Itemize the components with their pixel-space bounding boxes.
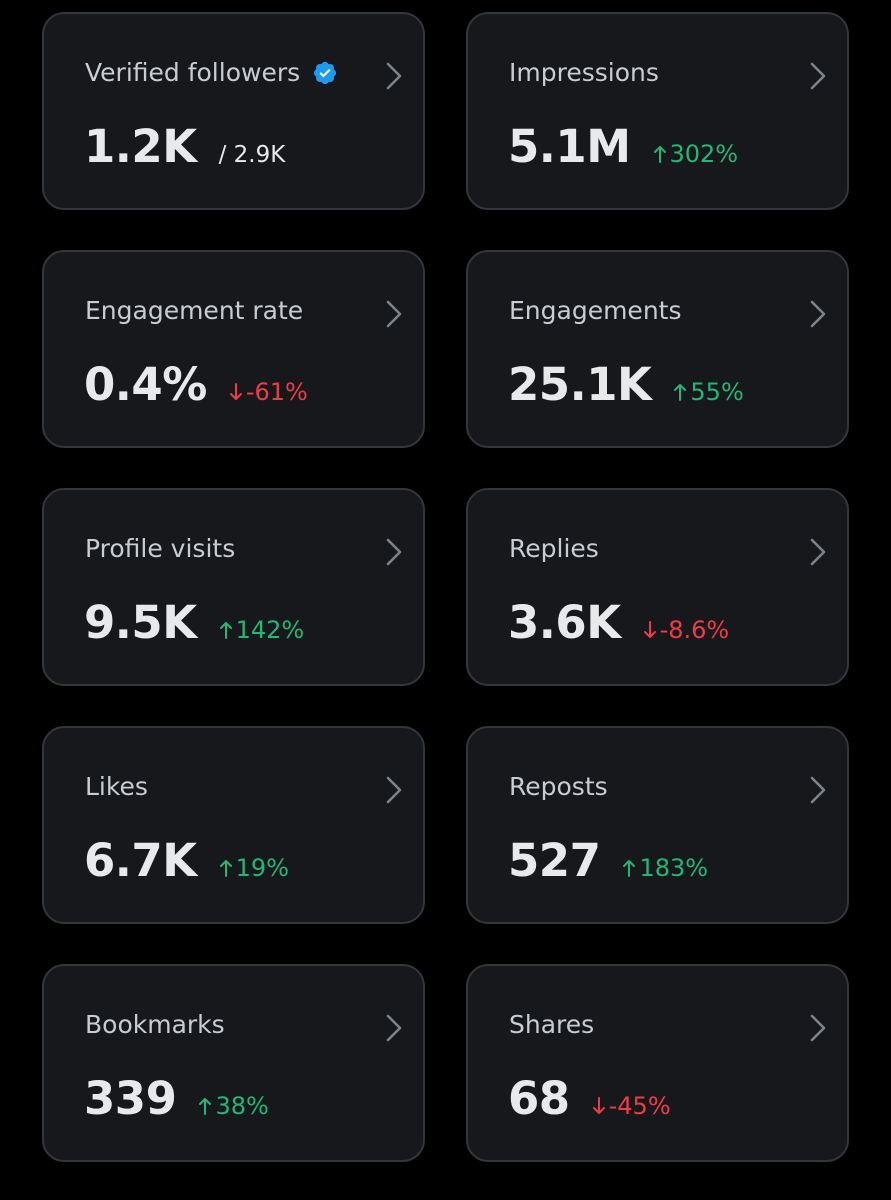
metric-card-engagement-rate[interactable]: Engagement rate 0.4% -61% [42,250,425,448]
metric-value: 25.1K [508,358,652,411]
metric-value: 6.7K [84,834,197,887]
metric-label: Engagements [509,296,682,325]
arrow-up-icon [219,860,232,877]
metric-delta-value: 183% [639,854,709,882]
metric-label-text: Verified followers [85,58,301,87]
metric-value: 3.6K [508,596,621,649]
arrow-up-icon [199,1098,212,1115]
metric-label: Bookmarks [85,1010,225,1039]
metric-card-replies[interactable]: Replies 3.6K -8.6% [466,488,849,686]
chevron-right-icon [386,300,402,328]
metric-value: 339 [84,1072,177,1125]
metric-delta: 19% [219,854,289,882]
chevron-right-icon [810,62,826,90]
metric-value-row: 3.6K -8.6% [508,596,729,649]
metric-delta: 38% [198,1092,269,1120]
metric-value-row: 1.2K / 2.9K [84,120,285,173]
metric-card-profile-visits[interactable]: Profile visits 9.5K 142% [42,488,425,686]
analytics-grid: Verified followers 1.2K / 2.9K Impressio… [42,12,849,1162]
metric-value-row: 527 183% [508,834,708,887]
metric-delta: -8.6% [643,616,730,644]
metric-delta-value: -45% [608,1092,671,1120]
metric-value-row: 5.1M 302% [508,120,738,173]
arrow-up-icon [674,384,687,401]
metric-label-text: Shares [509,1010,595,1039]
metric-label-text: Reposts [509,772,608,801]
metric-label-text: Likes [85,772,148,801]
metric-label-text: Bookmarks [85,1010,225,1039]
metric-delta: -45% [592,1092,671,1120]
arrow-down-icon [592,1097,605,1114]
metric-value-row: 0.4% -61% [84,358,308,411]
metric-value-row: 68 -45% [508,1072,671,1125]
chevron-right-icon [386,1014,402,1042]
metric-label: Likes [85,772,148,801]
metric-delta-value: -61% [245,378,308,406]
metric-delta: 302% [653,140,739,168]
metric-value: 9.5K [84,596,197,649]
metric-card-shares[interactable]: Shares 68 -45% [466,964,849,1162]
metric-value-row: 6.7K 19% [84,834,289,887]
metric-value-row: 25.1K 55% [508,358,744,411]
metric-label-text: Replies [509,534,599,563]
metric-value-row: 9.5K 142% [84,596,304,649]
metric-delta: -61% [229,378,308,406]
metric-delta: 55% [673,378,744,406]
metric-label: Reposts [509,772,608,801]
metric-label: Profile visits [85,534,235,563]
metric-label-text: Profile visits [85,534,236,563]
verified-badge-icon [314,61,337,84]
metric-label: Impressions [509,58,659,87]
metric-total: / 2.9K [218,142,286,168]
metric-delta: 142% [219,616,305,644]
metric-delta-value: -8.6% [659,616,730,644]
metric-delta-value: 142% [235,616,305,644]
metric-value-row: 339 38% [84,1072,269,1125]
metric-label: Replies [509,534,599,563]
metric-card-bookmarks[interactable]: Bookmarks 339 38% [42,964,425,1162]
chevron-right-icon [810,1014,826,1042]
metric-value: 0.4% [84,358,207,411]
metric-label: Engagement rate [85,296,303,325]
metric-value: 527 [508,834,601,887]
arrow-down-icon [229,383,242,400]
metric-delta-value: 55% [690,378,744,406]
metric-value: 1.2K [84,120,197,173]
metric-label: Shares [509,1010,594,1039]
metric-card-impressions[interactable]: Impressions 5.1M 302% [466,12,849,210]
metric-label-text: Impressions [509,58,659,87]
metric-label-text: Engagement rate [85,296,304,325]
metric-value: 68 [508,1072,570,1125]
metric-card-engagements[interactable]: Engagements 25.1K 55% [466,250,849,448]
metric-delta-value: 19% [235,854,289,882]
metric-card-verified-followers[interactable]: Verified followers 1.2K / 2.9K [42,12,425,210]
metric-label-text: Engagements [509,296,682,325]
metric-value: 5.1M [508,120,631,173]
metric-delta: 183% [622,854,708,882]
arrow-up-icon [623,860,636,877]
chevron-right-icon [386,62,402,90]
chevron-right-icon [386,538,402,566]
metric-delta-value: 302% [669,140,739,168]
chevron-right-icon [810,300,826,328]
chevron-right-icon [810,776,826,804]
arrow-down-icon [643,621,656,638]
chevron-right-icon [810,538,826,566]
metric-card-reposts[interactable]: Reposts 527 183% [466,726,849,924]
metric-label: Verified followers [85,58,338,87]
arrow-up-icon [219,622,232,639]
metric-card-likes[interactable]: Likes 6.7K 19% [42,726,425,924]
metric-delta-value: 38% [215,1092,269,1120]
arrow-up-icon [653,146,666,163]
chevron-right-icon [386,776,402,804]
